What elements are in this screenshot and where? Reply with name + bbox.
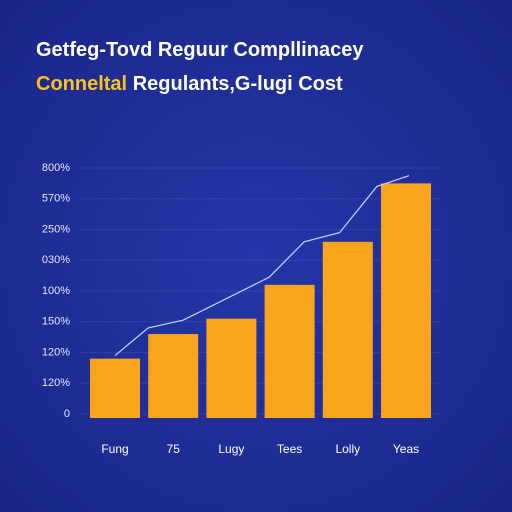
chart-title: Getfeg-Tovd Reguur Compllinacey (36, 39, 364, 61)
subtitle-text: Regulants,G-lugi Cost (133, 73, 343, 95)
y-tick-label: 570% (42, 193, 70, 205)
y-tick-label: 250% (42, 223, 70, 235)
bar (148, 334, 199, 418)
x-tick-label: Yeas (393, 442, 419, 456)
bar (381, 183, 431, 418)
y-tick-label: 120% (42, 346, 70, 358)
trend-line (114, 175, 410, 357)
y-tick-label: 100% (42, 285, 70, 297)
bar (90, 358, 140, 418)
y-tick-label: 800% (42, 162, 70, 174)
x-tick-label: 75 (167, 442, 181, 456)
x-tick-label: Lugy (218, 442, 244, 456)
y-tick-label: 120% (42, 377, 70, 389)
y-tick-label: 0 (64, 408, 70, 420)
x-tick-label: Tees (277, 442, 302, 456)
y-tick-label: 150% (42, 316, 70, 328)
subtitle-highlight: Conneltal (36, 73, 127, 95)
bar (264, 284, 315, 418)
x-tick-label: Fung (101, 442, 128, 456)
y-tick-label: 030% (42, 254, 70, 266)
chart-subtitle: Conneltal Regulants,G-lugi Cost (36, 73, 343, 95)
x-tick-label: Lolly (335, 442, 360, 456)
bar (206, 318, 257, 418)
bar (322, 241, 373, 418)
